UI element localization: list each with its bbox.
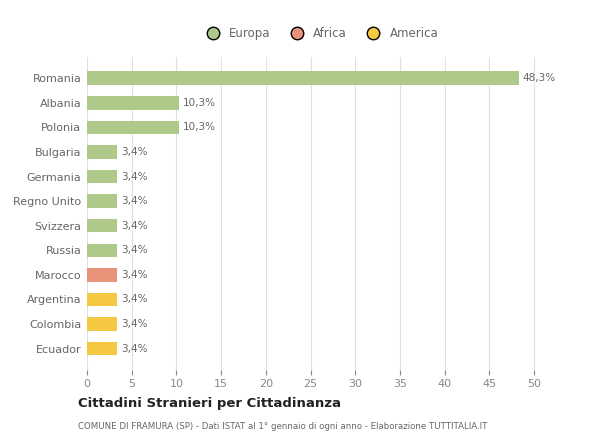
- Text: 10,3%: 10,3%: [182, 122, 215, 132]
- Text: 48,3%: 48,3%: [523, 73, 556, 83]
- Bar: [87, 317, 118, 331]
- Bar: [87, 145, 118, 159]
- Bar: [87, 121, 179, 134]
- Text: 3,4%: 3,4%: [121, 319, 148, 329]
- Text: 3,4%: 3,4%: [121, 294, 148, 304]
- Bar: [87, 243, 118, 257]
- Bar: [87, 194, 118, 208]
- Bar: [87, 219, 118, 232]
- Text: 3,4%: 3,4%: [121, 196, 148, 206]
- Text: 3,4%: 3,4%: [121, 221, 148, 231]
- Text: 10,3%: 10,3%: [182, 98, 215, 108]
- Text: 3,4%: 3,4%: [121, 147, 148, 157]
- Bar: [87, 170, 118, 183]
- Bar: [87, 268, 118, 282]
- Bar: [87, 293, 118, 306]
- Bar: [87, 342, 118, 356]
- Text: COMUNE DI FRAMURA (SP) - Dati ISTAT al 1° gennaio di ogni anno - Elaborazione TU: COMUNE DI FRAMURA (SP) - Dati ISTAT al 1…: [78, 422, 487, 431]
- Text: 3,4%: 3,4%: [121, 245, 148, 255]
- Bar: [87, 71, 519, 85]
- Text: 3,4%: 3,4%: [121, 344, 148, 354]
- Legend: Europa, Africa, America: Europa, Africa, America: [196, 22, 443, 45]
- Bar: [87, 96, 179, 110]
- Text: 3,4%: 3,4%: [121, 270, 148, 280]
- Text: Cittadini Stranieri per Cittadinanza: Cittadini Stranieri per Cittadinanza: [78, 397, 341, 410]
- Text: 3,4%: 3,4%: [121, 172, 148, 182]
